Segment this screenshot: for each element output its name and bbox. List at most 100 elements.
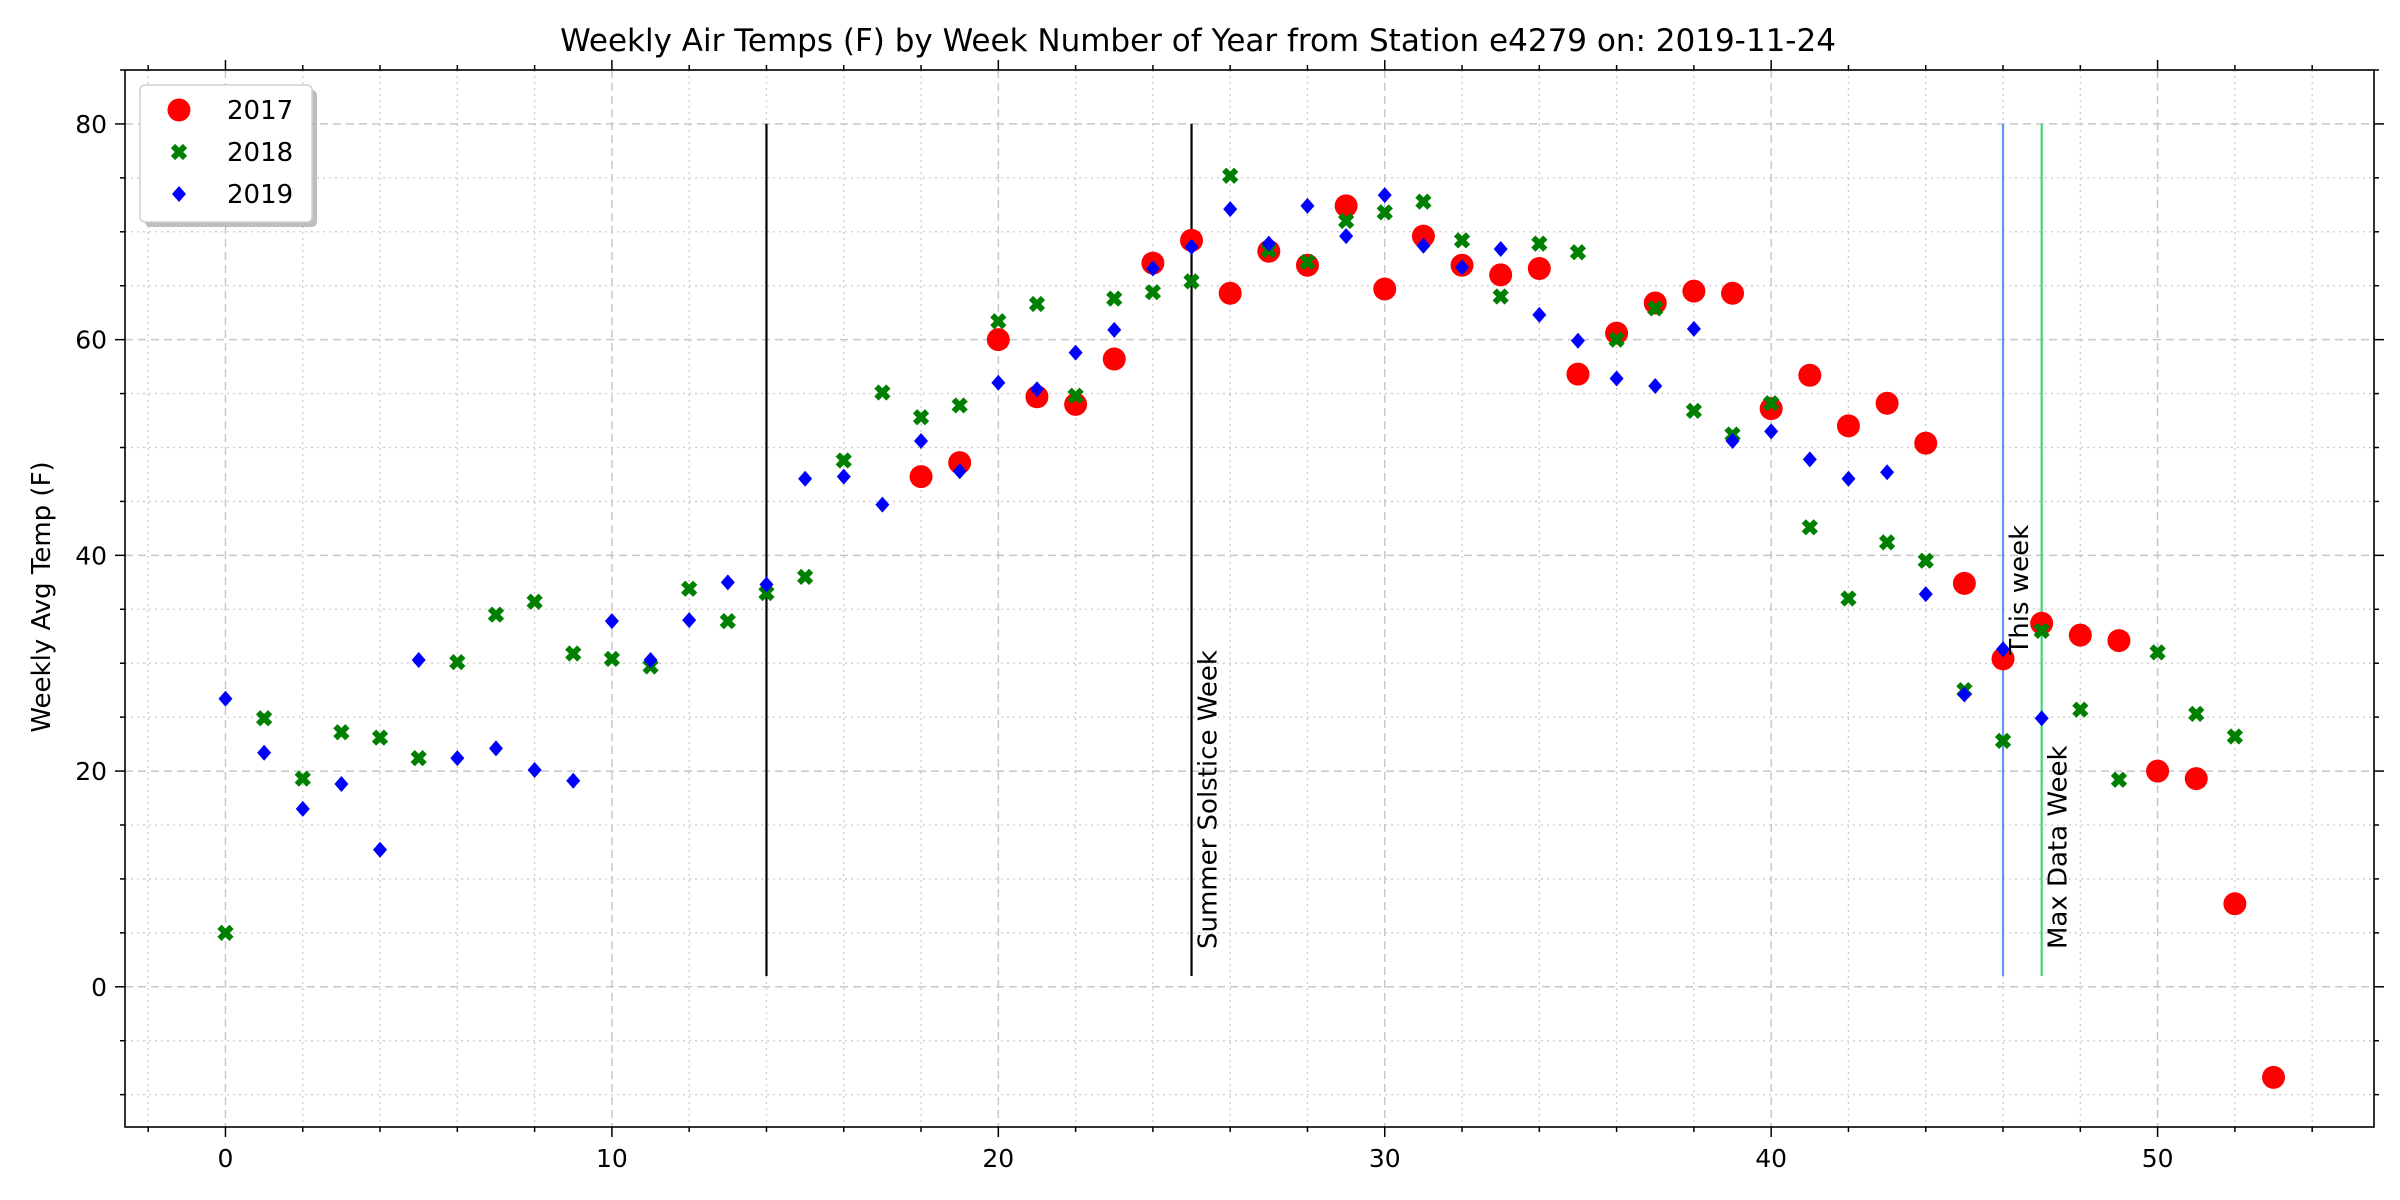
point-2018 [1415, 193, 1432, 210]
point-2019 [1648, 378, 1663, 395]
point-2019 [373, 841, 388, 858]
y-tick-label: 20 [75, 757, 107, 786]
point-2018 [1685, 402, 1703, 419]
y-tick-label: 0 [91, 973, 107, 1002]
point-2018 [912, 409, 930, 426]
point-2019 [952, 463, 967, 480]
point-2018 [1183, 273, 1200, 290]
point-2018 [565, 645, 582, 662]
vertical-line-label: Max Data Week [2044, 745, 2074, 949]
legend-label-2019: 2019 [227, 180, 293, 210]
legend-label-2017: 2017 [227, 96, 293, 126]
point-2019 [1725, 433, 1740, 450]
point-2018 [2226, 728, 2244, 745]
point-2019 [604, 613, 619, 630]
point-2017 [1875, 391, 1899, 415]
point-2019 [1493, 241, 1508, 258]
point-2019 [836, 468, 851, 485]
point-2017 [1836, 414, 1860, 438]
point-2018 [1453, 232, 1471, 249]
point-2019 [1570, 332, 1585, 349]
point-2018 [487, 606, 505, 623]
point-2019 [1261, 235, 1276, 252]
point-2019 [682, 612, 697, 629]
x-tick-label: 40 [1755, 1144, 1787, 1173]
point-2019 [1339, 228, 1354, 245]
point-2017 [948, 451, 972, 475]
legend-marker-2017 [167, 98, 191, 122]
point-2017 [2184, 767, 2208, 791]
legend-marker-2019 [172, 186, 186, 202]
point-2018 [758, 584, 775, 602]
point-2018 [1337, 212, 1355, 230]
point-2017 [1334, 194, 1358, 218]
point-2018 [2149, 644, 2166, 661]
point-2018 [2110, 771, 2128, 788]
point-2017 [1759, 397, 1783, 421]
point-2019 [1802, 451, 1817, 468]
point-2019 [218, 690, 233, 707]
point-2017 [1798, 363, 1822, 387]
point-2019 [1300, 197, 1315, 214]
point-2019 [1880, 464, 1895, 481]
point-2019 [720, 574, 735, 591]
point-2018 [1569, 244, 1587, 261]
y-tick-label: 60 [75, 326, 107, 355]
annotations: Summer Solstice Week This week Max Data We… [1194, 525, 2074, 949]
point-2019 [1107, 321, 1122, 338]
point-2018 [1878, 534, 1896, 551]
point-2019 [875, 496, 890, 513]
axes: 0 10 20 30 40 50 0 20 40 60 80 [75, 60, 2384, 1173]
y-axis-label: Weekly Avg Temp (F) [27, 461, 57, 732]
legend-label-2018: 2018 [227, 138, 293, 168]
point-2019 [411, 651, 426, 668]
point-2019 [798, 470, 813, 487]
x-tick-label: 10 [596, 1144, 628, 1173]
point-2019 [1184, 238, 1199, 255]
point-2019 [1841, 470, 1856, 487]
point-2018 [1067, 387, 1084, 404]
point-2019 [1609, 370, 1624, 387]
point-2018 [2072, 701, 2089, 718]
point-2018 [1222, 167, 1239, 184]
point-2018 [603, 650, 621, 668]
point-2019 [488, 740, 503, 757]
point-2019 [759, 576, 774, 593]
plot-frame [124, 69, 2375, 1128]
point-2018 [1801, 519, 1818, 536]
vertical-reference-lines [765, 123, 2043, 976]
point-2019 [1918, 586, 1933, 603]
point-2018 [1106, 290, 1123, 307]
point-2018 [1299, 253, 1316, 271]
point-2018 [796, 568, 814, 586]
x-tick-label: 0 [218, 1144, 234, 1173]
point-2018 [2188, 705, 2205, 723]
point-2019 [643, 651, 658, 668]
legend-marker-2018 [170, 143, 188, 161]
vertical-line-label: This week [2005, 525, 2035, 656]
point-2018 [371, 729, 389, 746]
point-2018 [255, 710, 273, 727]
point-2017 [2146, 759, 2170, 783]
point-2019 [334, 776, 349, 793]
point-2018 [449, 654, 466, 671]
point-2018 [1840, 590, 1857, 607]
point-2019 [1764, 423, 1779, 440]
point-2017 [1914, 431, 1938, 455]
point-2018 [1531, 235, 1548, 252]
point-2018 [1028, 295, 1046, 313]
point-2018 [1376, 204, 1393, 221]
point-2018 [1917, 552, 1934, 569]
data-points [217, 167, 2286, 1089]
point-2017 [1605, 321, 1629, 345]
point-2018 [835, 452, 852, 469]
point-2017 [1682, 279, 1706, 303]
legend: 2017 2018 2019 [139, 84, 317, 227]
point-2017 [1721, 281, 1745, 305]
point-2017 [1489, 263, 1513, 287]
point-2017 [1218, 281, 1242, 305]
point-2019 [527, 761, 542, 778]
point-2017 [2107, 629, 2131, 653]
point-2019 [1223, 201, 1238, 218]
